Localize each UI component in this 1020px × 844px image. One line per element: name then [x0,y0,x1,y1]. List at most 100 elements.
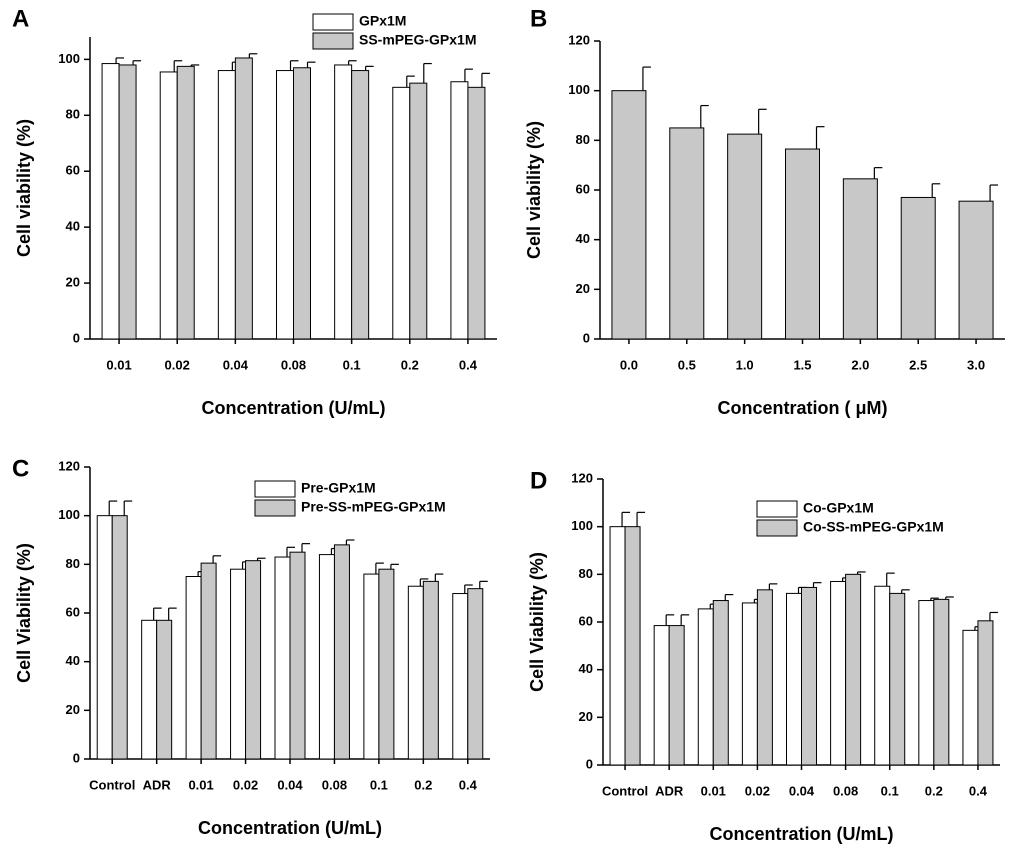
bar [422,580,439,760]
bar [318,554,335,760]
y-tick-label: 120 [571,470,593,485]
x-tick-label: 0.4 [459,357,478,372]
bar [741,602,758,766]
bar [96,515,113,760]
x-tick-label: 3.0 [967,357,985,372]
x-tick-label: 0.08 [281,357,306,372]
bar [918,600,935,766]
y-tick-label: 100 [58,507,80,522]
x-axis-label: Concentration (U/mL) [198,818,382,838]
bar [293,67,311,340]
bar [101,63,120,340]
bar [118,64,137,340]
legend-label: Pre-GPx1M [301,480,376,496]
bar [333,544,350,760]
y-tick-label: 100 [58,51,80,66]
y-tick-label: 80 [579,566,593,581]
bar [200,562,217,760]
x-tick-label: 0.02 [233,777,258,792]
x-tick-label: 0.04 [223,357,249,372]
bar [156,619,173,760]
legend-swatch [756,500,798,518]
bar [653,625,670,766]
bar [378,568,395,760]
y-tick-label: 20 [576,281,590,296]
bar [159,71,178,340]
bar [842,178,878,340]
x-tick-label: 2.0 [851,357,869,372]
y-tick-label: 100 [568,82,590,97]
x-tick-label: 0.01 [701,783,726,798]
x-tick-label: 1.5 [793,357,811,372]
bar [363,573,380,760]
x-tick-label: ADR [143,777,172,792]
x-tick-label: 0.1 [881,783,899,798]
bar [452,593,469,760]
bar [697,608,714,766]
x-axis-label: Concentration ( μM) [718,398,888,418]
x-tick-label: 0.2 [401,357,419,372]
y-tick-label: 60 [579,613,593,628]
x-tick-label: 0.08 [322,777,347,792]
bar [669,127,705,340]
x-tick-label: 0.04 [277,777,303,792]
y-tick-label: 60 [66,604,80,619]
bar [276,70,294,340]
bar [409,82,428,340]
y-tick-label: 120 [58,458,80,473]
x-tick-label: 0.2 [414,777,432,792]
y-tick-label: 20 [66,702,80,717]
bar [450,81,469,340]
y-tick-label: 20 [66,275,80,290]
bar [962,629,979,766]
bar [141,619,158,760]
bar [889,592,906,766]
bar [392,86,411,340]
bar [274,556,291,760]
y-axis-label: Cell Viability (%) [14,543,34,683]
bar [958,200,994,340]
panel-label: A [12,5,29,32]
y-axis-label: Cell Viability (%) [527,552,547,692]
y-tick-label: 0 [583,330,590,345]
bar [712,600,729,766]
x-tick-label: 0.01 [188,777,213,792]
y-tick-label: 40 [66,653,80,668]
bar [785,148,820,340]
bar [234,57,253,340]
bar [801,586,817,766]
y-axis-label: Cell viability (%) [14,119,34,257]
x-tick-label: 2.5 [909,357,927,372]
legend-swatch [312,13,354,31]
bar [467,588,484,760]
bar [334,64,353,340]
bar [407,585,424,760]
bar [977,620,994,766]
y-tick-label: 60 [66,163,80,178]
x-tick-label: 0.5 [678,357,696,372]
bar [245,560,262,760]
bar [668,625,685,766]
y-tick-label: 100 [571,518,593,533]
legend-label: GPx1M [359,13,406,29]
x-tick-label: ADR [655,783,684,798]
x-tick-label: 0.01 [106,357,131,372]
panel-label: D [530,467,547,494]
x-axis-label: Concentration (U/mL) [202,398,386,418]
y-tick-label: 40 [66,219,80,234]
bar [185,576,202,760]
bar [609,526,626,766]
y-tick-label: 0 [586,756,593,771]
bar [176,65,195,340]
y-tick-label: 40 [579,661,593,676]
x-axis-label: Concentration (U/mL) [710,824,894,844]
y-tick-label: 0 [73,330,80,345]
bar [351,70,370,340]
x-tick-label: 0.4 [969,783,988,798]
bar [217,70,236,340]
y-tick-label: 80 [66,107,80,122]
y-tick-label: 40 [576,231,590,246]
x-tick-label: 0.02 [165,357,190,372]
panel-label: C [12,455,29,482]
legend-label: SS-mPEG-GPx1M [359,32,476,48]
